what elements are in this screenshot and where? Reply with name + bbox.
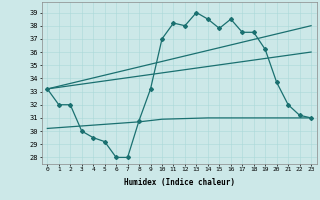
X-axis label: Humidex (Indice chaleur): Humidex (Indice chaleur) xyxy=(124,178,235,187)
